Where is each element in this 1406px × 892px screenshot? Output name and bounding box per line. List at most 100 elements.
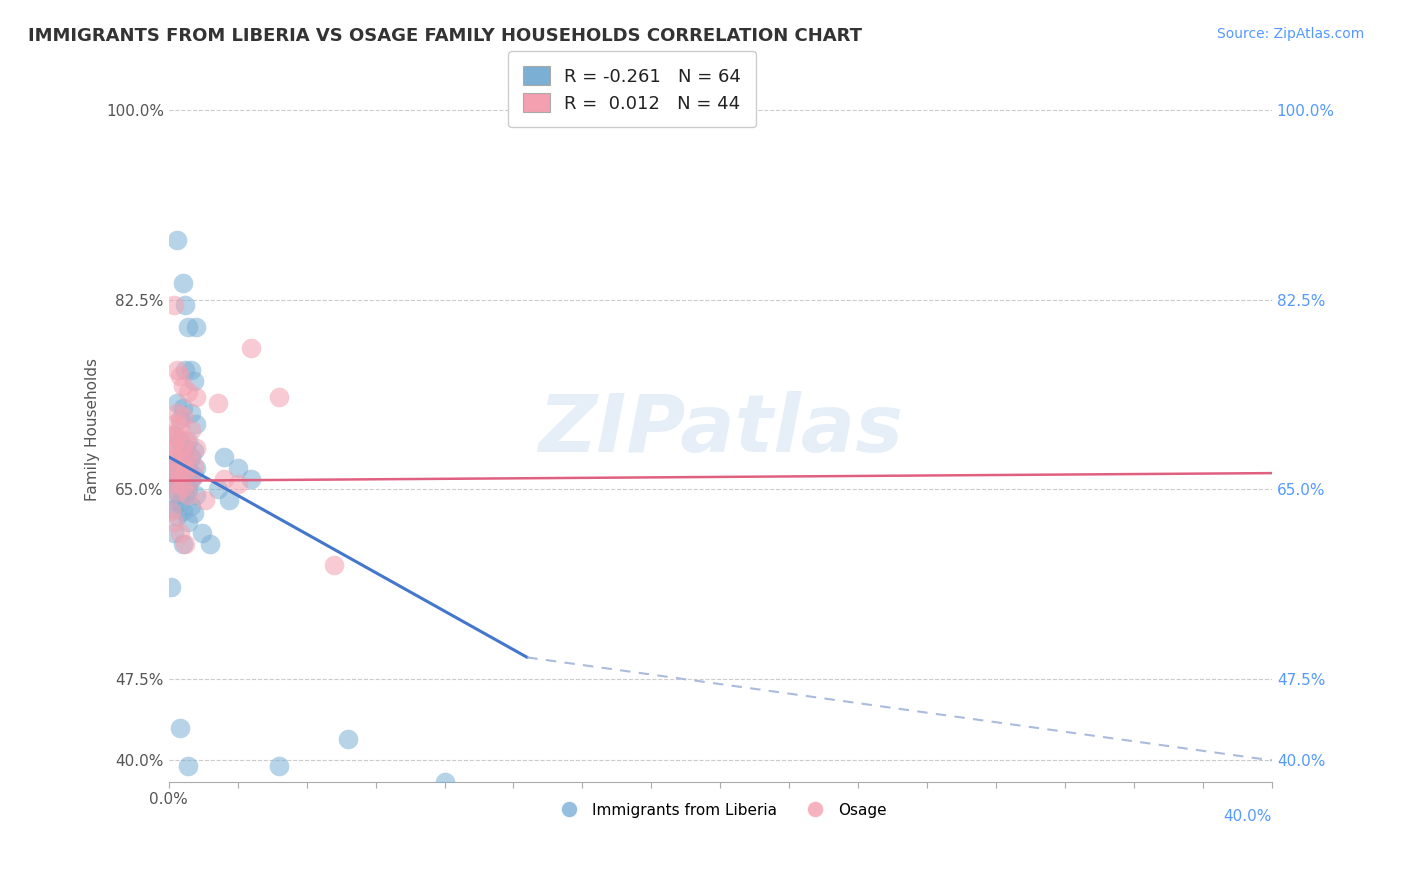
Point <box>169 368 191 383</box>
Point <box>160 471 183 485</box>
Point <box>166 363 188 377</box>
Point <box>172 448 194 462</box>
Point <box>180 471 202 485</box>
Point <box>169 721 191 735</box>
Point <box>160 504 183 518</box>
Point <box>163 477 186 491</box>
Point <box>172 277 194 291</box>
Point <box>180 363 202 377</box>
Point <box>180 471 202 485</box>
Point <box>166 484 188 499</box>
Point <box>323 558 346 573</box>
Point <box>163 515 186 529</box>
Point <box>177 483 200 497</box>
Text: IMMIGRANTS FROM LIBERIA VS OSAGE FAMILY HOUSEHOLDS CORRELATION CHART: IMMIGRANTS FROM LIBERIA VS OSAGE FAMILY … <box>28 27 862 45</box>
Point <box>186 417 208 432</box>
Point <box>183 374 205 388</box>
Point <box>174 298 197 312</box>
Point <box>172 536 194 550</box>
Point <box>174 463 197 477</box>
Point <box>172 379 194 393</box>
Text: Source: ZipAtlas.com: Source: ZipAtlas.com <box>1216 27 1364 41</box>
Point <box>177 488 200 502</box>
Point <box>166 466 188 480</box>
Point <box>174 433 197 447</box>
Point <box>240 342 263 356</box>
Point <box>174 363 197 377</box>
Point <box>163 477 186 491</box>
Point <box>336 731 359 746</box>
Point <box>163 525 186 540</box>
Point <box>166 407 188 421</box>
Point <box>166 395 188 409</box>
Point <box>160 444 183 458</box>
Point <box>172 439 194 453</box>
Point <box>177 458 200 473</box>
Point <box>186 441 208 455</box>
Point <box>207 483 229 497</box>
Point <box>169 474 191 488</box>
Point <box>160 493 183 508</box>
Text: 40.0%: 40.0% <box>1223 809 1272 824</box>
Point <box>218 493 240 508</box>
Point <box>169 469 191 483</box>
Point <box>172 455 194 469</box>
Point <box>193 493 215 508</box>
Point <box>166 460 188 475</box>
Point <box>433 775 456 789</box>
Point <box>169 447 191 461</box>
Point <box>186 319 208 334</box>
Point <box>174 536 197 550</box>
Point <box>163 298 186 312</box>
Point <box>172 480 194 494</box>
Point <box>183 469 205 483</box>
Point <box>160 455 183 469</box>
Point <box>183 444 205 458</box>
Point <box>163 460 186 475</box>
Point <box>180 840 202 855</box>
Point <box>240 471 263 485</box>
Point <box>212 471 235 485</box>
Point <box>183 506 205 520</box>
Point <box>186 390 208 404</box>
Point <box>180 423 202 437</box>
Point <box>186 460 208 475</box>
Point <box>166 439 188 453</box>
Point <box>186 488 208 502</box>
Point <box>174 488 197 502</box>
Point <box>180 450 202 464</box>
Point <box>212 450 235 464</box>
Point <box>226 477 249 491</box>
Point <box>169 419 191 434</box>
Point <box>180 499 202 513</box>
Point <box>160 428 183 442</box>
Point <box>172 504 194 518</box>
Point <box>166 430 188 444</box>
Point <box>177 515 200 529</box>
Point <box>160 466 183 480</box>
Point <box>163 452 186 467</box>
Point <box>177 450 200 464</box>
Point <box>174 466 197 480</box>
Point <box>169 525 191 540</box>
Point <box>160 580 183 594</box>
Point <box>174 441 197 455</box>
Y-axis label: Family Households: Family Households <box>86 359 100 501</box>
Text: ZIPatlas: ZIPatlas <box>538 391 903 469</box>
Point <box>191 525 214 540</box>
Point <box>180 407 202 421</box>
Point <box>198 536 221 550</box>
Point <box>169 434 191 448</box>
Point <box>169 412 191 426</box>
Point <box>177 319 200 334</box>
Point <box>166 233 188 247</box>
Point <box>169 495 191 509</box>
Point <box>172 480 194 494</box>
Point <box>163 502 186 516</box>
Point <box>177 384 200 399</box>
Point <box>172 463 194 477</box>
Point <box>172 401 194 415</box>
Point <box>166 509 188 524</box>
Point <box>172 409 194 423</box>
Point <box>163 437 186 451</box>
